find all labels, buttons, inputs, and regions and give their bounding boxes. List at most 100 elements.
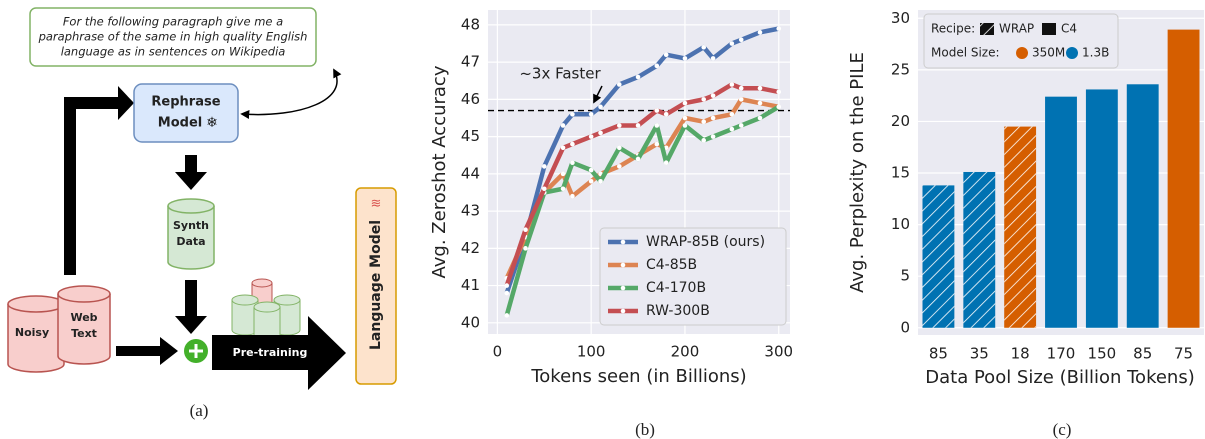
marker: [654, 123, 660, 128]
bar: [1045, 96, 1077, 328]
y-tick-label: 41: [461, 276, 480, 294]
legend-label: 1.3B: [1082, 46, 1109, 60]
marker: [588, 179, 594, 184]
pretraining-arrow: [212, 316, 346, 390]
legend-swatch-hatch: [980, 23, 994, 35]
marker: [682, 115, 688, 121]
caption: (b): [635, 420, 655, 439]
y-tick-label: 46: [461, 90, 480, 108]
annotation-arrow: [593, 85, 603, 104]
marker: [663, 52, 669, 57]
marker: [729, 126, 735, 132]
bar: [1085, 89, 1118, 328]
language-model-box: [355, 187, 397, 385]
y-tick-label: 47: [461, 53, 480, 71]
synth-cylinder: [167, 198, 215, 270]
legend-label: C4: [1061, 22, 1077, 36]
synth-label: Synth: [173, 219, 209, 232]
marker: [635, 74, 641, 80]
x-tick-label: 200: [671, 343, 700, 361]
marker: [757, 115, 763, 121]
legend-swatch: [620, 262, 626, 268]
annotation: ~3x Faster: [519, 65, 601, 83]
marker: [504, 290, 510, 296]
bar-hatch: [963, 171, 996, 328]
legend-swatch: [620, 285, 626, 291]
marker: [588, 134, 594, 139]
marker: [757, 85, 763, 91]
marker: [560, 171, 566, 177]
y-tick-label: 15: [891, 164, 910, 182]
y-tick-label: 25: [891, 60, 910, 78]
marker: [738, 37, 744, 43]
prompt-box: [29, 7, 317, 67]
marker: [729, 82, 735, 87]
web-label: Text: [71, 327, 97, 340]
y-tick-label: 45: [461, 127, 480, 145]
marker: [617, 145, 622, 151]
marker: [701, 119, 707, 125]
legend: [599, 227, 787, 326]
marker: [663, 111, 669, 117]
legend-swatch: [1042, 23, 1056, 35]
marker: [570, 193, 575, 199]
marker: [504, 313, 510, 318]
marker: [560, 145, 566, 151]
y-tick-label: 20: [891, 112, 910, 130]
y-tick-label: 30: [891, 9, 910, 27]
pretraining-label: Pre-training: [233, 346, 308, 359]
x-tick-label: 85: [929, 345, 948, 363]
legend-label: RW-300B: [646, 303, 710, 319]
x-tick-label: 170: [1047, 345, 1076, 363]
y-tick-label: 5: [900, 267, 910, 285]
y-tick-label: 40: [461, 313, 480, 331]
data-cylinders: [231, 278, 301, 343]
marker: [523, 227, 528, 233]
marker: [504, 283, 510, 288]
marker: [663, 160, 669, 165]
y-tick-label: 44: [461, 164, 480, 182]
marker: [588, 111, 594, 117]
marker: [598, 104, 603, 110]
marker: [738, 97, 744, 102]
marker: [560, 123, 566, 128]
marker: [654, 63, 660, 69]
y-tick-label: 42: [461, 239, 480, 257]
legend-label: WRAP-85B (ours): [646, 234, 765, 250]
arrow: [175, 280, 207, 334]
x-tick-label: 100: [577, 343, 606, 361]
marker: [729, 41, 735, 46]
legend-swatch: [1016, 47, 1028, 59]
x-tick-label: 18: [1011, 345, 1030, 363]
marker: [598, 130, 603, 136]
legend-swatch: [620, 308, 626, 314]
marker: [710, 115, 716, 121]
snowflake-icon: ❄: [206, 115, 218, 131]
synth-label: Data: [176, 235, 205, 248]
noisy-label: Noisy: [15, 326, 49, 339]
marker: [776, 26, 782, 31]
x-tick-label: 85: [1133, 345, 1152, 363]
marker: [588, 167, 594, 173]
marker: [776, 89, 782, 95]
x-tick-label: 75: [1174, 345, 1193, 363]
marker: [617, 123, 622, 128]
marker: [560, 186, 566, 192]
y-tick-label: 43: [461, 202, 480, 220]
y-axis-label: Avg. Perplexity on the PILE: [847, 52, 868, 293]
marker: [710, 56, 716, 61]
y-tick-label: 0: [900, 318, 910, 336]
marker: [757, 100, 763, 106]
bar-hatch: [922, 185, 955, 328]
prompt-text: For the following paragraph give me a: [63, 15, 283, 29]
x-axis-label: Tokens seen (in Billions): [530, 366, 746, 387]
noisy-cylinder: [7, 295, 65, 373]
arrow: [116, 337, 178, 365]
arrow: [64, 86, 134, 275]
marker: [776, 104, 782, 110]
marker: [541, 186, 547, 192]
marker: [701, 138, 707, 143]
marker: [701, 44, 707, 50]
marker: [635, 156, 641, 162]
language-model-label: Language Model: [368, 220, 384, 350]
